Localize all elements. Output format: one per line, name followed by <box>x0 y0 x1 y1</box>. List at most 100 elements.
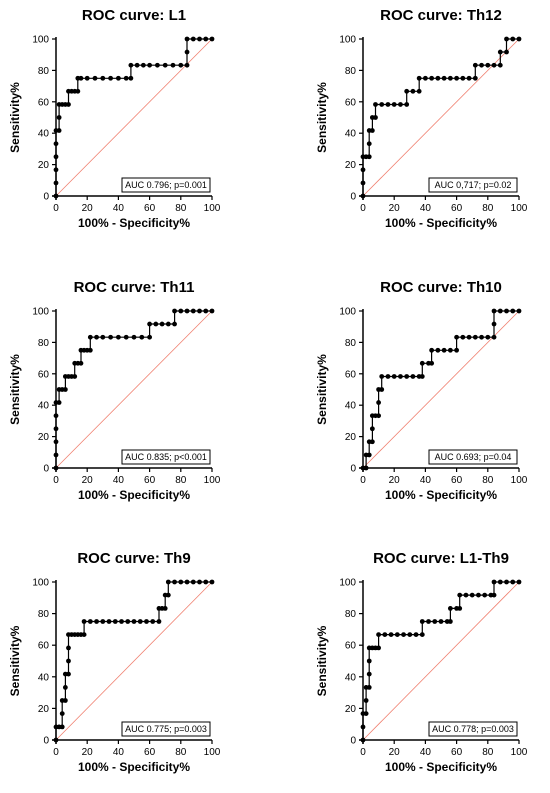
roc-point <box>391 374 397 379</box>
roc-line <box>362 38 519 196</box>
roc-point <box>56 400 62 405</box>
roc-chart-0: ROC curve: L1 0 20 40 60 80 100 0 20 40 60 80 100 100… <box>8 7 221 230</box>
x-tick-label: 40 <box>420 747 432 758</box>
roc-point <box>147 321 153 327</box>
x-tick-label: 100 <box>511 203 528 214</box>
x-tick-label: 0 <box>360 203 366 214</box>
roc-point <box>435 75 441 81</box>
roc-point <box>62 684 68 690</box>
roc-point <box>116 75 121 81</box>
auc-box <box>428 449 518 465</box>
roc-point <box>385 374 391 379</box>
y-tick-label: 20 <box>345 432 357 443</box>
roc-point <box>128 62 134 68</box>
x-tick-label: 40 <box>420 475 432 486</box>
roc-point <box>150 619 156 624</box>
roc-point <box>134 62 140 68</box>
auc-box <box>121 721 211 737</box>
roc-point <box>53 141 59 147</box>
x-tick-label: 20 <box>82 475 94 486</box>
roc-point <box>184 308 190 314</box>
y-axis-label: Sensitivity% <box>315 354 329 425</box>
roc-point <box>510 36 516 42</box>
roc-point <box>447 75 453 81</box>
y-tick-label: 100 <box>32 35 49 46</box>
x-axis-label: 100% - Specificity% <box>385 488 497 502</box>
x-tick-label: 60 <box>451 747 463 758</box>
roc-point <box>53 180 59 186</box>
roc-point <box>59 711 65 717</box>
x-tick-label: 20 <box>82 203 94 214</box>
reference-diagonal <box>362 38 520 197</box>
roc-point <box>106 619 112 624</box>
x-tick-label: 80 <box>175 203 187 214</box>
roc-point <box>53 439 59 445</box>
roc-point <box>363 465 369 471</box>
roc-point <box>66 102 71 107</box>
roc-chart-5: ROC curve: L1-Th9 0 20 40 60 80 100 0 20 40 60 80 10… <box>315 550 528 774</box>
roc-point <box>491 308 497 314</box>
roc-point <box>376 632 381 638</box>
roc-point <box>66 671 71 677</box>
roc-point <box>128 75 134 81</box>
roc-point <box>75 88 81 94</box>
roc-point <box>373 115 378 120</box>
roc-point <box>366 452 372 458</box>
y-tick-label: 80 <box>38 66 50 77</box>
roc-point <box>53 167 59 173</box>
roc-point <box>454 334 459 340</box>
x-tick-label: 0 <box>360 475 366 486</box>
roc-point <box>59 724 65 730</box>
roc-point <box>497 579 503 585</box>
roc-point <box>165 592 171 598</box>
roc-point <box>94 334 99 340</box>
roc-point <box>432 619 438 624</box>
roc-point <box>491 62 497 68</box>
y-tick-label: 100 <box>339 307 356 318</box>
y-tick-label: 60 <box>38 641 50 652</box>
roc-point <box>416 75 422 81</box>
roc-point <box>457 592 463 598</box>
roc-point <box>203 308 209 314</box>
roc-point <box>369 439 375 445</box>
y-tick-label: 100 <box>339 35 356 46</box>
roc-point <box>209 308 215 314</box>
roc-point <box>53 465 59 471</box>
y-tick-label: 0 <box>43 736 49 747</box>
roc-point <box>516 579 522 585</box>
roc-point <box>172 579 177 585</box>
y-tick-label: 20 <box>38 160 50 171</box>
x-axis-label: 100% - Specificity% <box>78 760 190 774</box>
roc-point <box>360 193 366 199</box>
roc-point <box>366 671 372 677</box>
roc-point <box>366 658 372 664</box>
roc-point <box>485 62 491 68</box>
roc-point <box>87 334 93 340</box>
roc-point <box>53 737 59 743</box>
roc-point <box>360 167 366 173</box>
roc-point <box>429 75 435 81</box>
y-tick-label: 100 <box>32 307 49 318</box>
roc-point <box>460 334 466 340</box>
roc-point <box>379 102 385 107</box>
x-tick-label: 100 <box>204 475 221 486</box>
roc-point <box>447 605 453 611</box>
x-axis-label: 100% - Specificity% <box>78 488 190 502</box>
roc-point <box>460 75 466 81</box>
x-tick-label: 60 <box>451 475 463 486</box>
y-tick-label: 60 <box>38 97 50 108</box>
roc-point <box>454 75 459 81</box>
roc-point <box>497 308 503 314</box>
roc-point <box>165 321 171 327</box>
roc-point <box>139 334 145 340</box>
roc-point <box>504 49 509 55</box>
y-tick-label: 60 <box>345 369 357 380</box>
reference-diagonal <box>55 310 213 469</box>
roc-point <box>209 579 215 585</box>
y-tick-label: 0 <box>350 192 356 203</box>
roc-point <box>516 36 522 42</box>
chart-title: ROC curve: Th9 <box>77 550 190 567</box>
x-tick-label: 80 <box>175 747 187 758</box>
roc-point <box>376 645 381 651</box>
